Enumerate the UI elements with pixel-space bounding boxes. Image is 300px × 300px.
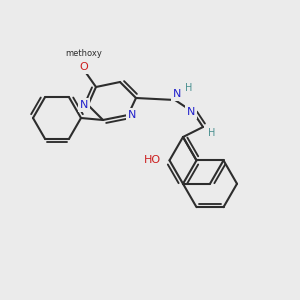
Text: HO: HO (144, 155, 161, 165)
Text: N: N (80, 100, 88, 110)
Text: methoxy: methoxy (66, 50, 102, 58)
Text: N: N (128, 110, 136, 120)
Text: N: N (173, 89, 181, 99)
Text: N: N (187, 107, 195, 117)
Text: H: H (185, 83, 193, 93)
Text: O: O (80, 62, 88, 72)
Text: H: H (208, 128, 216, 138)
